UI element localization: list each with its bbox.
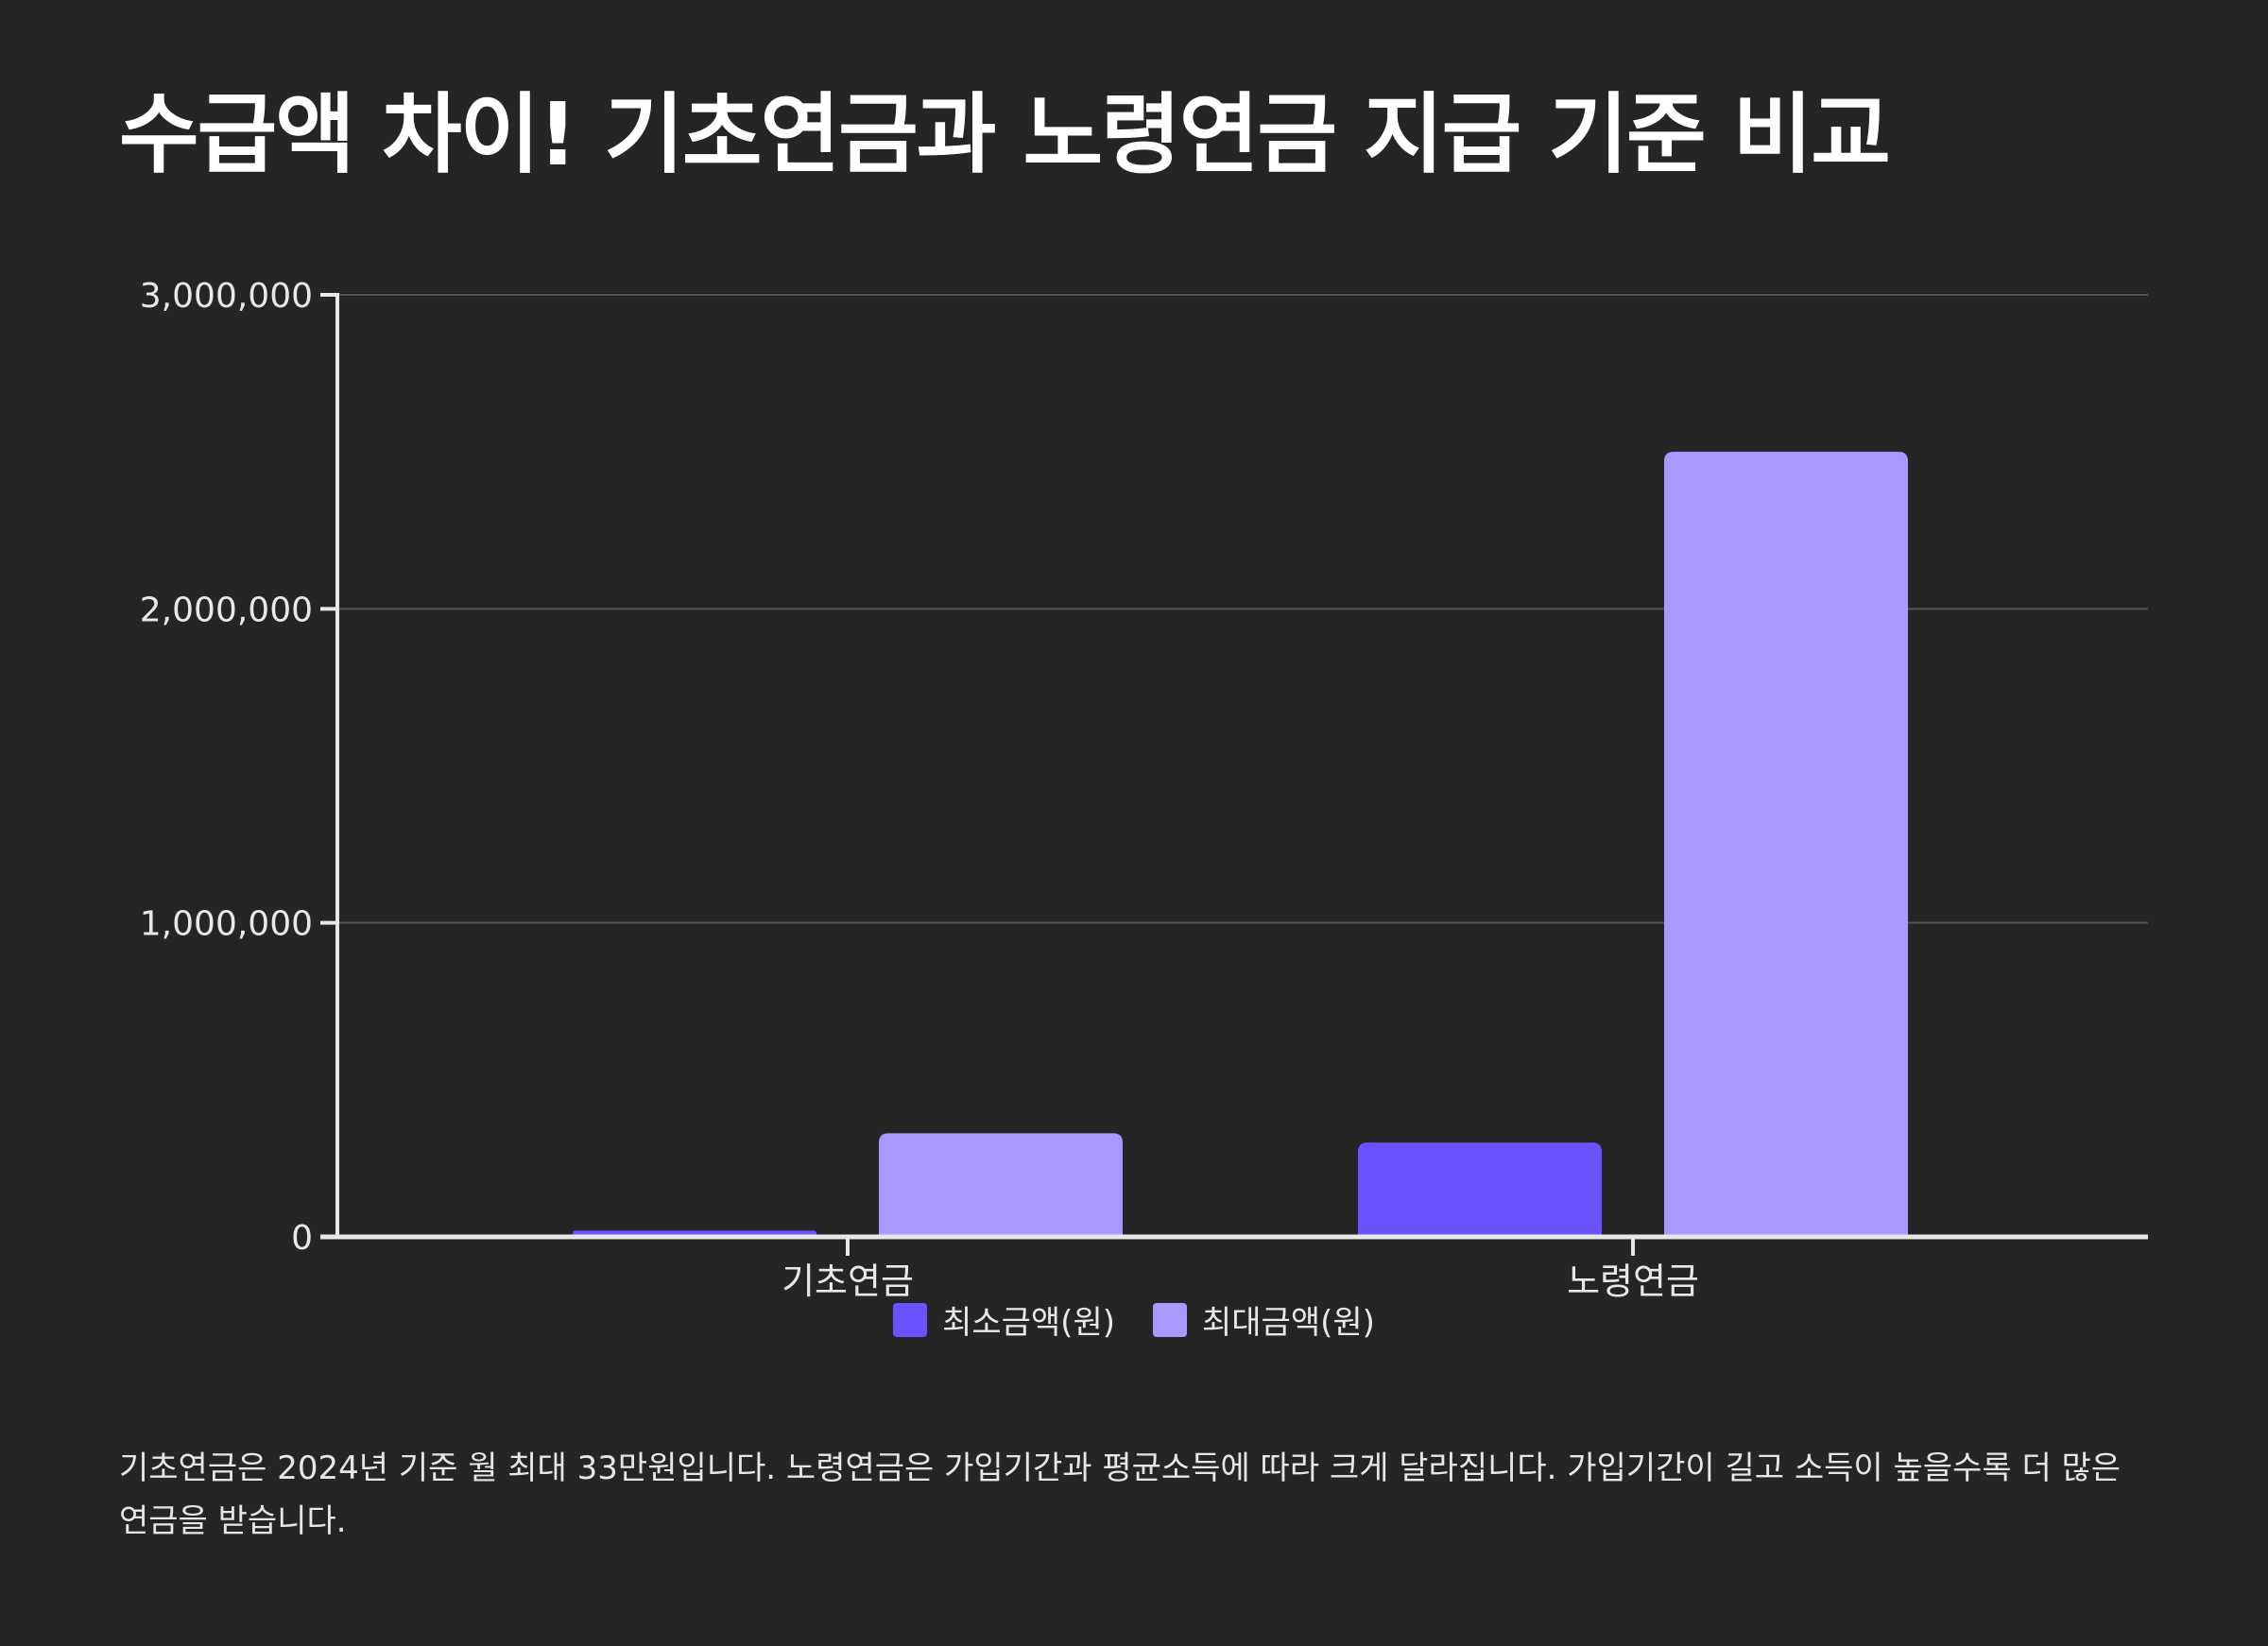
chart-footnote: 기초연금은 2024년 기준 월 최대 33만원입니다. 노령연금은 가입기간과… [119,1449,2122,1540]
bar-max-1 [1664,452,1908,1238]
legend-swatch-min [893,1302,928,1337]
x-tick-label: 노령연금 [1567,1260,1699,1302]
legend-label-min: 최소금액(원) [942,1304,1115,1342]
chart-title: 수급액 차이! 기초연금과 노령연금 지급 기준 비교 [119,84,1891,185]
legend: 최소금액(원) 최대금액(원) [0,1296,2268,1343]
y-tick-label: 1,000,000 [140,905,313,944]
legend-label-max: 최대금액(원) [1202,1304,1375,1342]
x-tick-label: 기초연금 [782,1260,914,1302]
y-tick-label: 3,000,000 [140,277,313,316]
legend-swatch-max [1153,1302,1187,1337]
legend-item-min[interactable]: 최소금액(원) [893,1296,1115,1343]
bar-max-0 [879,1133,1123,1237]
y-tick-label: 0 [291,1219,313,1258]
y-tick-label: 2,000,000 [140,591,313,629]
legend-item-max[interactable]: 최대금액(원) [1153,1296,1375,1343]
bar-min-1 [1358,1142,1602,1237]
